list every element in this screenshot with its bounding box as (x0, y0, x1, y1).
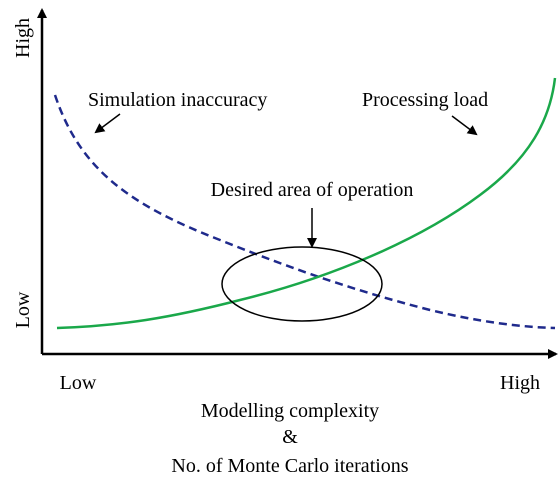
dashed-arrow (94, 113, 121, 134)
region-ellipse (221, 246, 383, 322)
x-title-1: Modelling complexity (201, 400, 379, 422)
y-low-label: Low (12, 291, 34, 328)
dashed-curve-label: Simulation inaccuracy (88, 89, 267, 111)
x-low-label: Low (60, 372, 97, 394)
y-high-label: High (12, 18, 34, 58)
solid-arrow (451, 115, 478, 136)
x-title-2: & (282, 426, 298, 448)
x-high-label: High (500, 372, 540, 394)
x-title-3: No. of Monte Carlo iterations (171, 455, 408, 477)
region-label: Desired area of operation (211, 179, 414, 201)
solid-curve (56, 77, 557, 330)
solid-curve-label: Processing load (362, 89, 488, 111)
dashed-curve (53, 94, 556, 330)
